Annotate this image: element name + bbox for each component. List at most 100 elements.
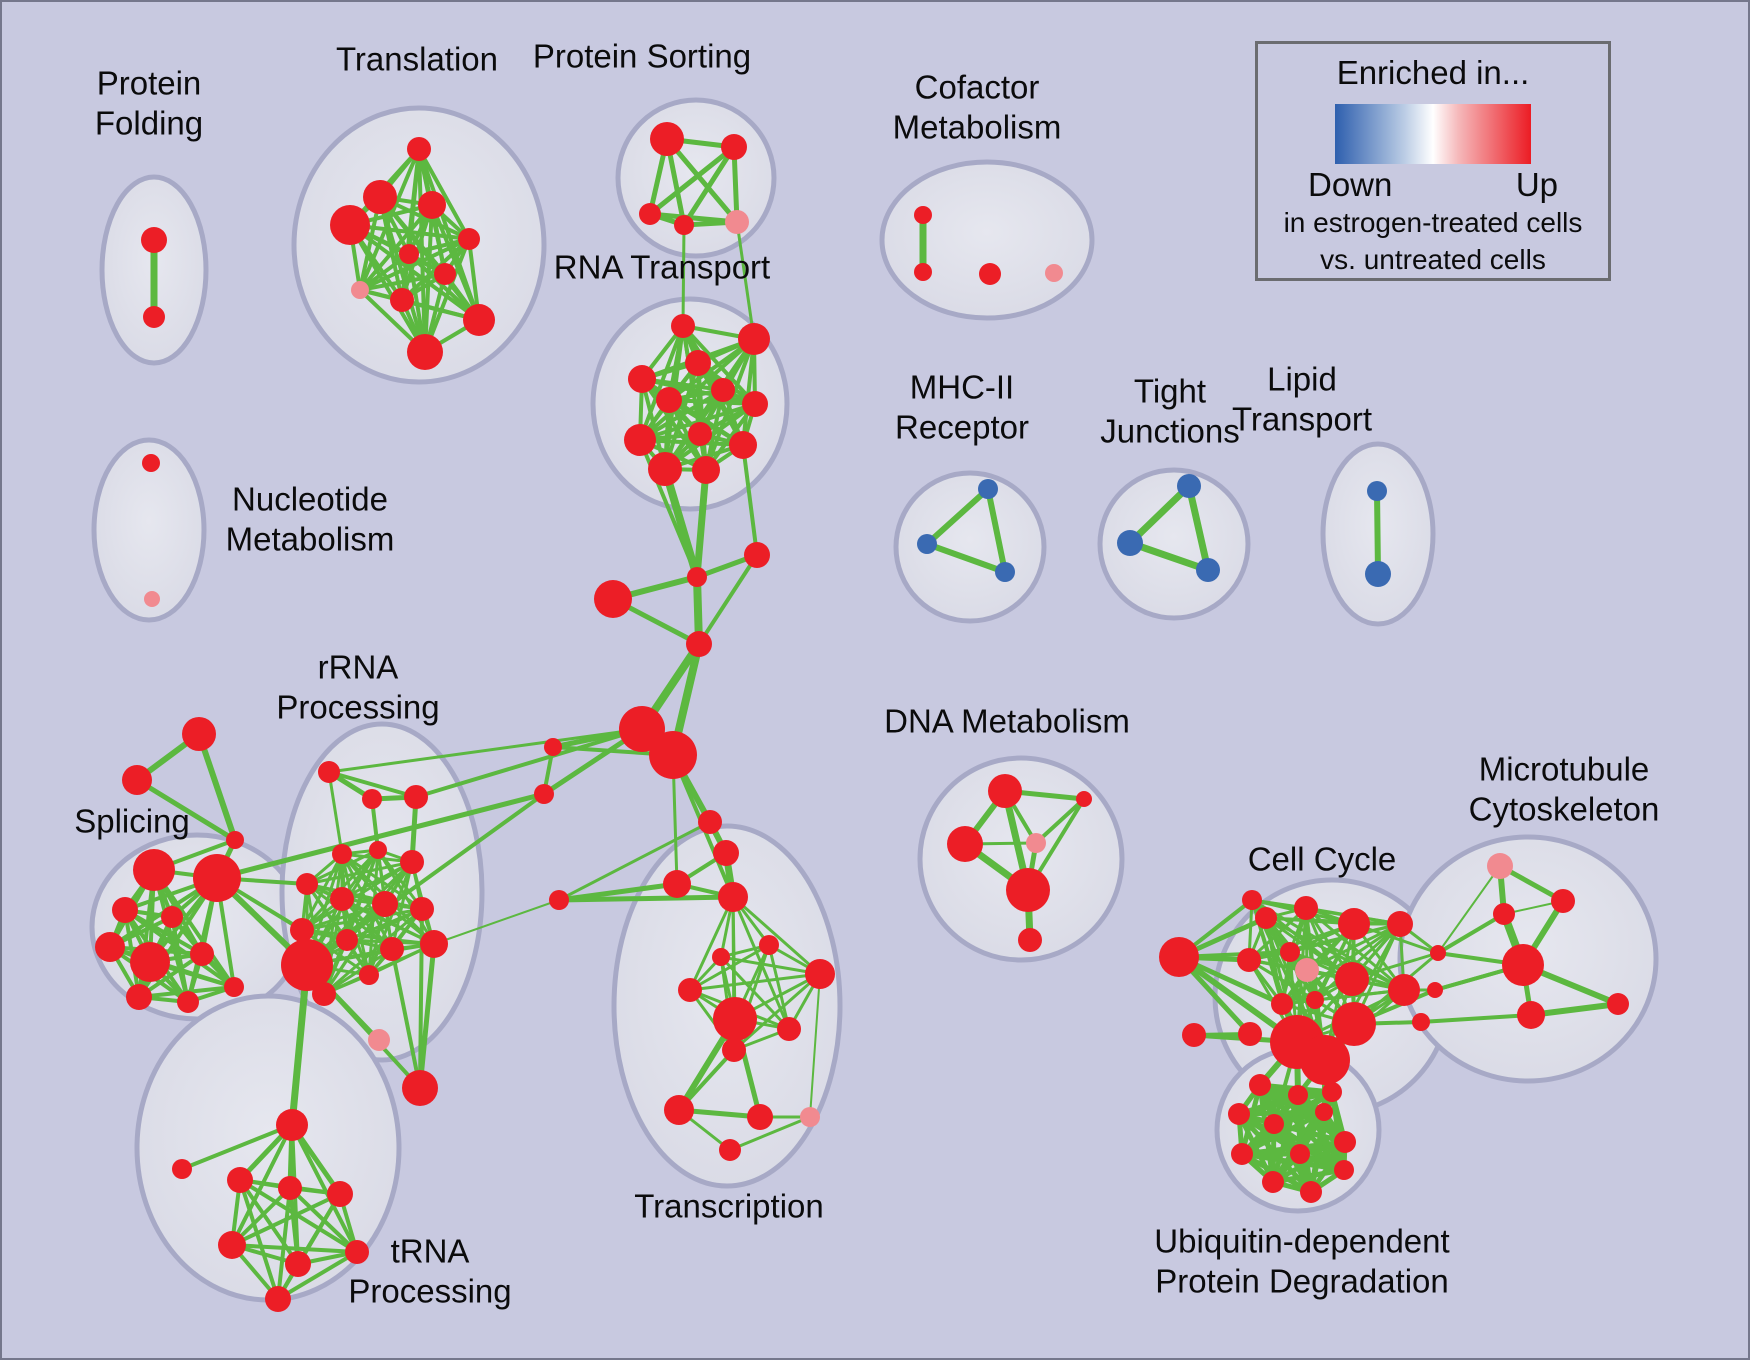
network-node[interactable] (1228, 1103, 1250, 1125)
network-node[interactable] (678, 978, 702, 1002)
network-node[interactable] (143, 306, 165, 328)
network-node[interactable] (917, 534, 937, 554)
network-node[interactable] (995, 562, 1015, 582)
network-node[interactable] (1006, 868, 1050, 912)
network-node[interactable] (144, 591, 160, 607)
network-node[interactable] (1182, 1023, 1206, 1047)
network-node[interactable] (914, 206, 932, 224)
network-node[interactable] (1334, 1131, 1356, 1153)
network-node[interactable] (742, 391, 768, 417)
network-node[interactable] (744, 542, 770, 568)
network-node[interactable] (650, 122, 684, 156)
network-node[interactable] (330, 887, 354, 911)
network-node[interactable] (619, 706, 665, 752)
network-node[interactable] (372, 891, 398, 917)
network-node[interactable] (692, 456, 720, 484)
network-node[interactable] (639, 203, 661, 225)
network-node[interactable] (296, 873, 318, 895)
network-node[interactable] (777, 1017, 801, 1041)
network-node[interactable] (226, 831, 244, 849)
network-node[interactable] (1264, 1114, 1284, 1134)
network-node[interactable] (712, 948, 730, 966)
network-node[interactable] (1045, 264, 1063, 282)
network-node[interactable] (805, 959, 835, 989)
network-node[interactable] (281, 939, 333, 991)
network-node[interactable] (133, 849, 175, 891)
network-node[interactable] (1271, 993, 1293, 1015)
network-node[interactable] (664, 1095, 694, 1125)
network-node[interactable] (988, 774, 1022, 808)
network-node[interactable] (278, 1176, 302, 1200)
network-node[interactable] (1365, 561, 1391, 587)
network-node[interactable] (979, 263, 1001, 285)
network-node[interactable] (1238, 1022, 1262, 1046)
network-node[interactable] (332, 844, 352, 864)
network-node[interactable] (713, 997, 757, 1041)
network-node[interactable] (544, 738, 562, 756)
network-node[interactable] (290, 918, 314, 942)
network-node[interactable] (1196, 558, 1220, 582)
network-node[interactable] (718, 882, 748, 912)
network-node[interactable] (914, 263, 932, 281)
network-node[interactable] (1388, 974, 1420, 1006)
network-node[interactable] (418, 191, 446, 219)
network-node[interactable] (649, 731, 697, 779)
network-node[interactable] (141, 227, 167, 253)
network-node[interactable] (265, 1286, 291, 1312)
network-node[interactable] (671, 314, 695, 338)
network-node[interactable] (400, 850, 424, 874)
network-node[interactable] (1255, 907, 1277, 929)
network-node[interactable] (1338, 908, 1370, 940)
network-node[interactable] (721, 134, 747, 160)
network-node[interactable] (759, 935, 779, 955)
network-node[interactable] (142, 454, 160, 472)
network-node[interactable] (687, 567, 707, 587)
network-node[interactable] (698, 810, 722, 834)
network-node[interactable] (1487, 853, 1513, 879)
network-node[interactable] (276, 1109, 308, 1141)
network-node[interactable] (747, 1104, 773, 1130)
network-node[interactable] (458, 228, 480, 250)
network-node[interactable] (404, 785, 428, 809)
network-node[interactable] (345, 1240, 369, 1264)
network-node[interactable] (1295, 958, 1319, 982)
network-node[interactable] (1607, 993, 1629, 1015)
network-node[interactable] (1332, 1002, 1376, 1046)
network-node[interactable] (713, 840, 739, 866)
network-node[interactable] (648, 452, 682, 486)
network-node[interactable] (390, 288, 414, 312)
network-node[interactable] (1551, 889, 1575, 913)
network-node[interactable] (363, 180, 397, 214)
network-node[interactable] (122, 765, 152, 795)
network-node[interactable] (407, 137, 431, 161)
network-node[interactable] (227, 1167, 253, 1193)
network-node[interactable] (1262, 1171, 1284, 1193)
network-node[interactable] (369, 841, 387, 859)
network-node[interactable] (688, 422, 712, 446)
network-node[interactable] (126, 984, 152, 1010)
network-node[interactable] (193, 854, 241, 902)
network-node[interactable] (1306, 991, 1324, 1009)
network-node[interactable] (190, 942, 214, 966)
network-node[interactable] (285, 1251, 311, 1277)
network-node[interactable] (1300, 1035, 1350, 1085)
network-node[interactable] (1026, 833, 1046, 853)
network-node[interactable] (1290, 1144, 1310, 1164)
network-node[interactable] (218, 1231, 246, 1259)
network-node[interactable] (130, 942, 170, 982)
network-node[interactable] (359, 965, 379, 985)
network-node[interactable] (1242, 890, 1262, 910)
network-node[interactable] (463, 304, 495, 336)
network-node[interactable] (368, 1029, 390, 1051)
network-node[interactable] (725, 210, 749, 234)
network-node[interactable] (1231, 1143, 1253, 1165)
network-node[interactable] (327, 1181, 353, 1207)
network-node[interactable] (686, 631, 712, 657)
network-node[interactable] (224, 977, 244, 997)
network-node[interactable] (1367, 481, 1387, 501)
network-node[interactable] (800, 1107, 820, 1127)
network-node[interactable] (182, 717, 216, 751)
network-node[interactable] (1280, 942, 1300, 962)
network-node[interactable] (380, 937, 404, 961)
network-node[interactable] (978, 479, 998, 499)
